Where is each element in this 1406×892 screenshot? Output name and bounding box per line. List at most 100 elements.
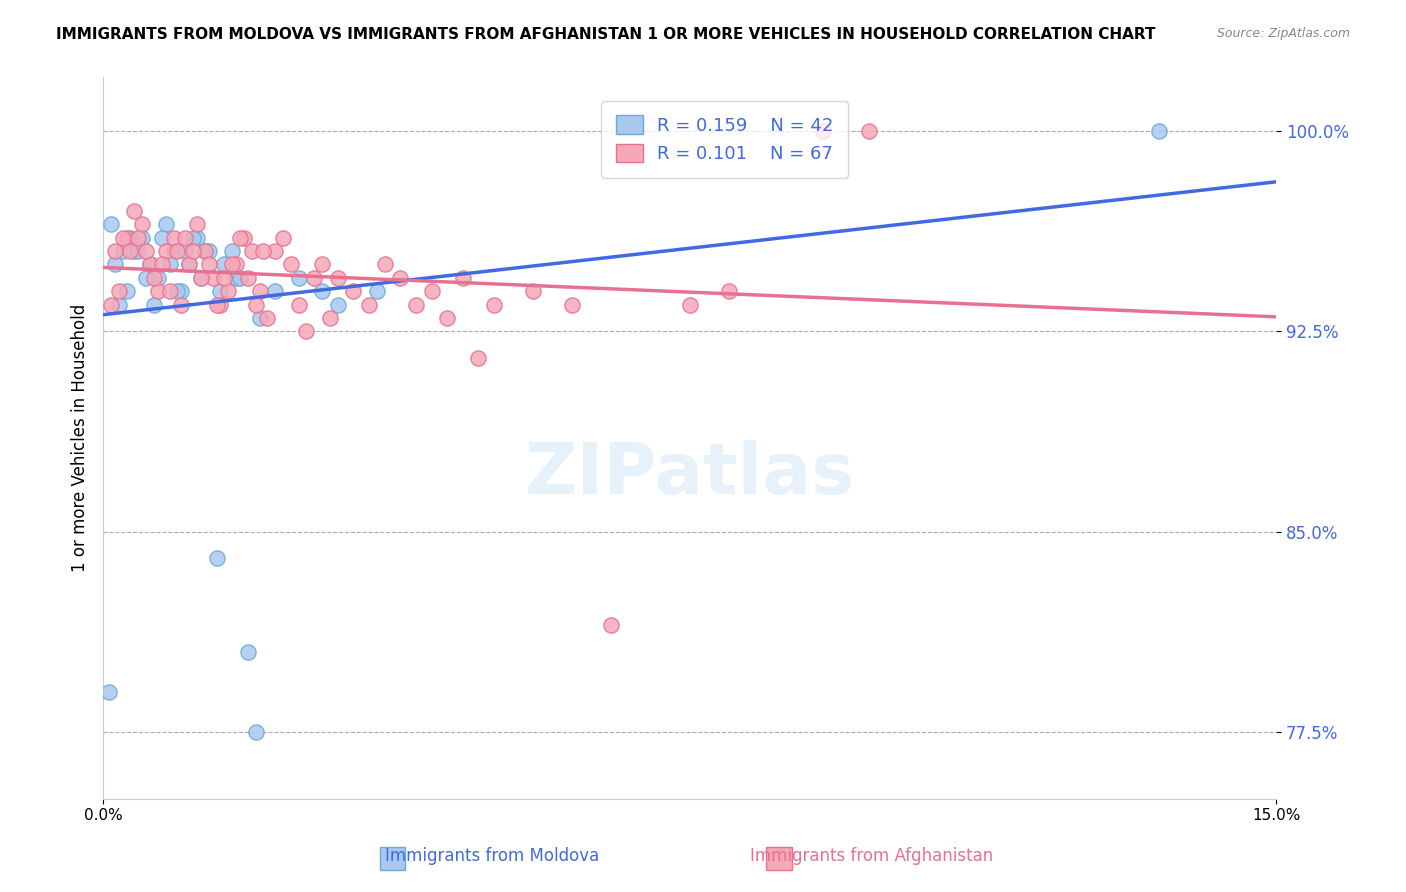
Point bbox=[326, 297, 349, 311]
Point bbox=[150, 257, 173, 271]
Point bbox=[131, 231, 153, 245]
Point bbox=[120, 244, 142, 258]
Point bbox=[100, 297, 122, 311]
Point bbox=[179, 257, 201, 271]
Point bbox=[170, 297, 193, 311]
Point bbox=[678, 297, 700, 311]
Point bbox=[342, 284, 364, 298]
Point bbox=[124, 244, 146, 258]
Point bbox=[209, 297, 232, 311]
Point bbox=[107, 297, 129, 311]
Point bbox=[522, 284, 544, 298]
Point bbox=[295, 324, 318, 338]
Point bbox=[214, 257, 236, 271]
Point bbox=[319, 310, 342, 325]
Point bbox=[181, 231, 204, 245]
Point bbox=[197, 244, 219, 258]
Point bbox=[205, 297, 228, 311]
Point bbox=[124, 204, 146, 219]
Point bbox=[174, 244, 197, 258]
Text: Immigrants from Afghanistan: Immigrants from Afghanistan bbox=[749, 847, 994, 865]
Point bbox=[194, 244, 217, 258]
Point bbox=[225, 257, 247, 271]
Point bbox=[280, 257, 302, 271]
Point bbox=[127, 231, 149, 245]
Point bbox=[111, 231, 134, 245]
Point bbox=[858, 124, 880, 138]
Point bbox=[451, 270, 474, 285]
Text: Immigrants from Moldova: Immigrants from Moldova bbox=[385, 847, 599, 865]
Point bbox=[245, 297, 267, 311]
Point bbox=[174, 231, 197, 245]
Point bbox=[366, 284, 388, 298]
Point bbox=[249, 284, 271, 298]
Point bbox=[561, 297, 583, 311]
Point bbox=[264, 244, 287, 258]
Point bbox=[245, 725, 267, 739]
Point bbox=[405, 297, 427, 311]
Y-axis label: 1 or more Vehicles in Household: 1 or more Vehicles in Household bbox=[72, 304, 89, 573]
Point bbox=[181, 244, 204, 258]
Point bbox=[436, 310, 458, 325]
Point bbox=[159, 284, 181, 298]
Point bbox=[482, 297, 505, 311]
Point bbox=[221, 244, 243, 258]
Point bbox=[232, 231, 254, 245]
Point bbox=[304, 270, 326, 285]
Point bbox=[209, 284, 232, 298]
Point bbox=[179, 257, 201, 271]
Point bbox=[197, 257, 219, 271]
Point bbox=[221, 257, 243, 271]
Text: ZIPatlas: ZIPatlas bbox=[524, 440, 855, 508]
Point bbox=[225, 270, 247, 285]
Point bbox=[205, 551, 228, 566]
Legend: R = 0.159    N = 42, R = 0.101    N = 67: R = 0.159 N = 42, R = 0.101 N = 67 bbox=[602, 101, 848, 178]
Point bbox=[135, 244, 157, 258]
Point bbox=[252, 244, 274, 258]
Point bbox=[420, 284, 443, 298]
Point bbox=[166, 284, 188, 298]
Point bbox=[190, 270, 212, 285]
Point bbox=[389, 270, 412, 285]
Point bbox=[717, 284, 740, 298]
Point bbox=[104, 244, 127, 258]
Point bbox=[190, 270, 212, 285]
Point bbox=[170, 284, 193, 298]
Point bbox=[194, 244, 217, 258]
Point bbox=[115, 284, 138, 298]
Point bbox=[155, 244, 177, 258]
Point bbox=[311, 257, 333, 271]
Point bbox=[357, 297, 380, 311]
Point bbox=[374, 257, 396, 271]
Point bbox=[150, 231, 173, 245]
Point bbox=[115, 231, 138, 245]
Point bbox=[217, 284, 239, 298]
Point bbox=[146, 270, 169, 285]
Point bbox=[143, 297, 166, 311]
Point bbox=[107, 284, 129, 298]
Point bbox=[100, 218, 122, 232]
Point bbox=[166, 244, 188, 258]
Point bbox=[326, 270, 349, 285]
Point bbox=[139, 257, 162, 271]
Point bbox=[146, 284, 169, 298]
Point bbox=[135, 270, 157, 285]
Point bbox=[249, 310, 271, 325]
Point bbox=[811, 124, 834, 138]
Point bbox=[236, 645, 259, 659]
Point bbox=[98, 685, 121, 699]
Bar bbox=[766, 847, 792, 870]
Point bbox=[271, 231, 294, 245]
Text: Source: ZipAtlas.com: Source: ZipAtlas.com bbox=[1216, 27, 1350, 40]
Point bbox=[1147, 124, 1170, 138]
Point bbox=[229, 270, 252, 285]
Point bbox=[143, 270, 166, 285]
Point bbox=[131, 218, 153, 232]
Point bbox=[162, 244, 184, 258]
Point bbox=[311, 284, 333, 298]
Point bbox=[287, 270, 309, 285]
Bar bbox=[380, 847, 405, 870]
Point bbox=[111, 244, 134, 258]
Point bbox=[264, 284, 287, 298]
Point bbox=[159, 257, 181, 271]
